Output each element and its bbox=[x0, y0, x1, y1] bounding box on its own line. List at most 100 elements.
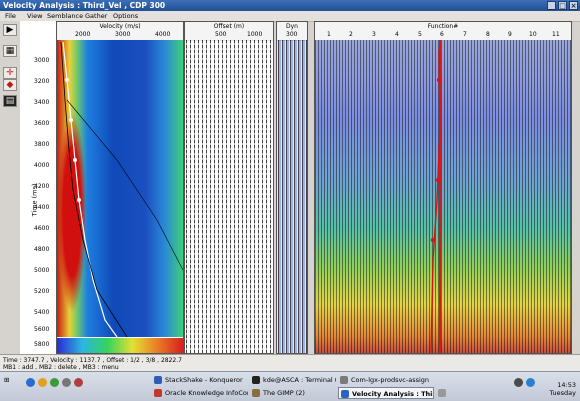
toolbox: ▶ ▦ ✛ ◆ ▤ bbox=[0, 21, 21, 354]
velocity-tick: 2000 bbox=[75, 31, 91, 38]
window-icon bbox=[340, 376, 348, 384]
function-column-label: 7 bbox=[463, 31, 467, 38]
maximize-icon[interactable]: □ bbox=[558, 1, 567, 10]
task-label: Oracle Knowledge InfoCon bbox=[165, 389, 248, 397]
tray-icon[interactable] bbox=[50, 378, 59, 387]
function-stack-plot[interactable] bbox=[315, 40, 571, 353]
start-button[interactable]: ⊞ bbox=[4, 376, 10, 384]
task-velocity-analysis[interactable]: Velocity Analysis : Third bbox=[338, 387, 434, 399]
gimp-icon bbox=[252, 389, 260, 397]
function-pick-overlay bbox=[430, 49, 442, 353]
semblance-title: Velocity (m/s) bbox=[99, 23, 141, 30]
time-tick: 5600 bbox=[34, 326, 50, 333]
browser-icon bbox=[154, 389, 162, 397]
tray-icon[interactable] bbox=[74, 378, 83, 387]
function-column-label: 2 bbox=[349, 31, 353, 38]
window-title: Velocity Analysis : Third_Vel , CDP 300 bbox=[3, 1, 166, 10]
offset-tick: 500 bbox=[215, 31, 227, 38]
time-tick: 5800 bbox=[34, 341, 50, 348]
terminal-icon bbox=[252, 376, 260, 384]
time-tick: 3600 bbox=[34, 120, 50, 127]
menu-options[interactable]: Options bbox=[113, 12, 139, 20]
time-tick: 4200 bbox=[34, 183, 50, 190]
function-column-label: 4 bbox=[395, 31, 399, 38]
time-tick: 3400 bbox=[34, 99, 50, 106]
function-column-label: 5 bbox=[418, 31, 422, 38]
time-tick: 5400 bbox=[34, 309, 50, 316]
dyn-header: Dyn 300 bbox=[277, 22, 307, 41]
function-column-label: 8 bbox=[486, 31, 490, 38]
dyn-tick: 300 bbox=[286, 31, 298, 38]
time-tick: 4400 bbox=[34, 204, 50, 211]
menu-semblance[interactable]: Semblance bbox=[47, 12, 84, 20]
semblance-color-scale bbox=[57, 338, 183, 353]
task-label: kde@ASCA : Terminal (12) bbox=[263, 376, 336, 384]
tray-icon[interactable] bbox=[26, 378, 35, 387]
window-icon bbox=[438, 389, 446, 397]
function-header: Function# 1 2 3 4 5 6 7 8 9 10 11 bbox=[315, 22, 571, 41]
task-blank[interactable] bbox=[436, 387, 510, 399]
dyn-traces[interactable] bbox=[277, 40, 307, 353]
time-tick: 4000 bbox=[34, 162, 50, 169]
function-column-label: 1 bbox=[327, 31, 331, 38]
selected-function-line bbox=[439, 40, 441, 353]
time-tick: 5200 bbox=[34, 288, 50, 295]
time-tick: 3200 bbox=[34, 78, 50, 85]
clock-day: Tuesday bbox=[549, 389, 576, 397]
semblance-panel[interactable]: Velocity (m/s) 2000 3000 4000 bbox=[56, 21, 184, 354]
time-tick: 4600 bbox=[34, 225, 50, 232]
volume-icon[interactable] bbox=[514, 378, 523, 387]
function-column-label: 3 bbox=[372, 31, 376, 38]
diamond-icon[interactable]: ◆ bbox=[3, 79, 17, 91]
play-arrow-icon[interactable]: ▶ bbox=[3, 24, 17, 36]
task-terminal[interactable]: kde@ASCA : Terminal (12) bbox=[250, 374, 336, 386]
gather-header: Offset (m) 500 1000 bbox=[185, 22, 273, 41]
menu-gather[interactable]: Gather bbox=[85, 12, 108, 20]
layers-icon[interactable]: ▤ bbox=[3, 95, 17, 107]
cross-icon[interactable]: ✛ bbox=[3, 67, 17, 79]
function-column-label: 9 bbox=[508, 31, 512, 38]
title-bar: Velocity Analysis : Third_Vel , CDP 300 … bbox=[0, 0, 580, 11]
menu-view[interactable]: View bbox=[27, 12, 43, 20]
velocity-app-icon bbox=[341, 390, 349, 398]
close-icon[interactable]: × bbox=[569, 1, 578, 10]
dyn-title: Dyn bbox=[286, 23, 298, 30]
velocity-tick: 3000 bbox=[115, 31, 131, 38]
semblance-header: Velocity (m/s) 2000 3000 4000 bbox=[57, 22, 183, 41]
task-label: The GIMP (2) bbox=[263, 389, 305, 397]
dyn-panel[interactable]: Dyn 300 bbox=[276, 21, 308, 354]
menu-file[interactable]: File bbox=[5, 12, 16, 20]
minimize-icon[interactable]: _ bbox=[547, 1, 556, 10]
time-tick: 3800 bbox=[34, 141, 50, 148]
task-oracle[interactable]: Oracle Knowledge InfoCon bbox=[152, 387, 248, 399]
function-column-label: 6 bbox=[440, 31, 444, 38]
konqueror-icon bbox=[154, 376, 162, 384]
gather-panel[interactable]: Offset (m) 500 1000 bbox=[184, 21, 274, 354]
task-konqueror[interactable]: StackShake - Konqueror bbox=[152, 374, 248, 386]
function-title: Function# bbox=[427, 23, 459, 30]
status-readout: Time : 3747.7 , Velocity : 1137.7 , Offs… bbox=[3, 357, 182, 364]
task-assign[interactable]: Com-lgx-prodsvc-assign bbox=[338, 374, 434, 386]
function-column-label: 10 bbox=[529, 31, 537, 38]
status-hint: MB1 : add , MB2 : delete , MB3 : menu bbox=[3, 364, 119, 371]
clock-time: 14:53 bbox=[557, 381, 576, 389]
gather-events bbox=[185, 40, 273, 353]
time-tick: 4800 bbox=[34, 246, 50, 253]
velocity-tick: 4000 bbox=[155, 31, 171, 38]
task-label: StackShake - Konqueror bbox=[165, 376, 243, 384]
network-icon[interactable] bbox=[526, 378, 535, 387]
time-tick: 3000 bbox=[34, 57, 50, 64]
grid-icon[interactable]: ▦ bbox=[3, 45, 17, 57]
time-tick: 5000 bbox=[34, 267, 50, 274]
task-label: Velocity Analysis : Third bbox=[352, 390, 434, 398]
clock[interactable]: 14:53 Tuesday bbox=[550, 381, 576, 397]
function-panel[interactable]: Function# 1 2 3 4 5 6 7 8 9 10 11 bbox=[314, 21, 572, 354]
task-label: Com-lgx-prodsvc-assign bbox=[351, 376, 430, 384]
velocity-picks-overlay bbox=[60, 41, 183, 337]
task-gimp[interactable]: The GIMP (2) bbox=[250, 387, 336, 399]
tray-icon[interactable] bbox=[38, 378, 47, 387]
offset-tick: 1000 bbox=[247, 31, 263, 38]
tray-icon[interactable] bbox=[62, 378, 71, 387]
taskbar: ⊞ StackShake - Konqueror kde@ASCA : Term… bbox=[0, 371, 580, 401]
function-column-label: 11 bbox=[552, 31, 560, 38]
